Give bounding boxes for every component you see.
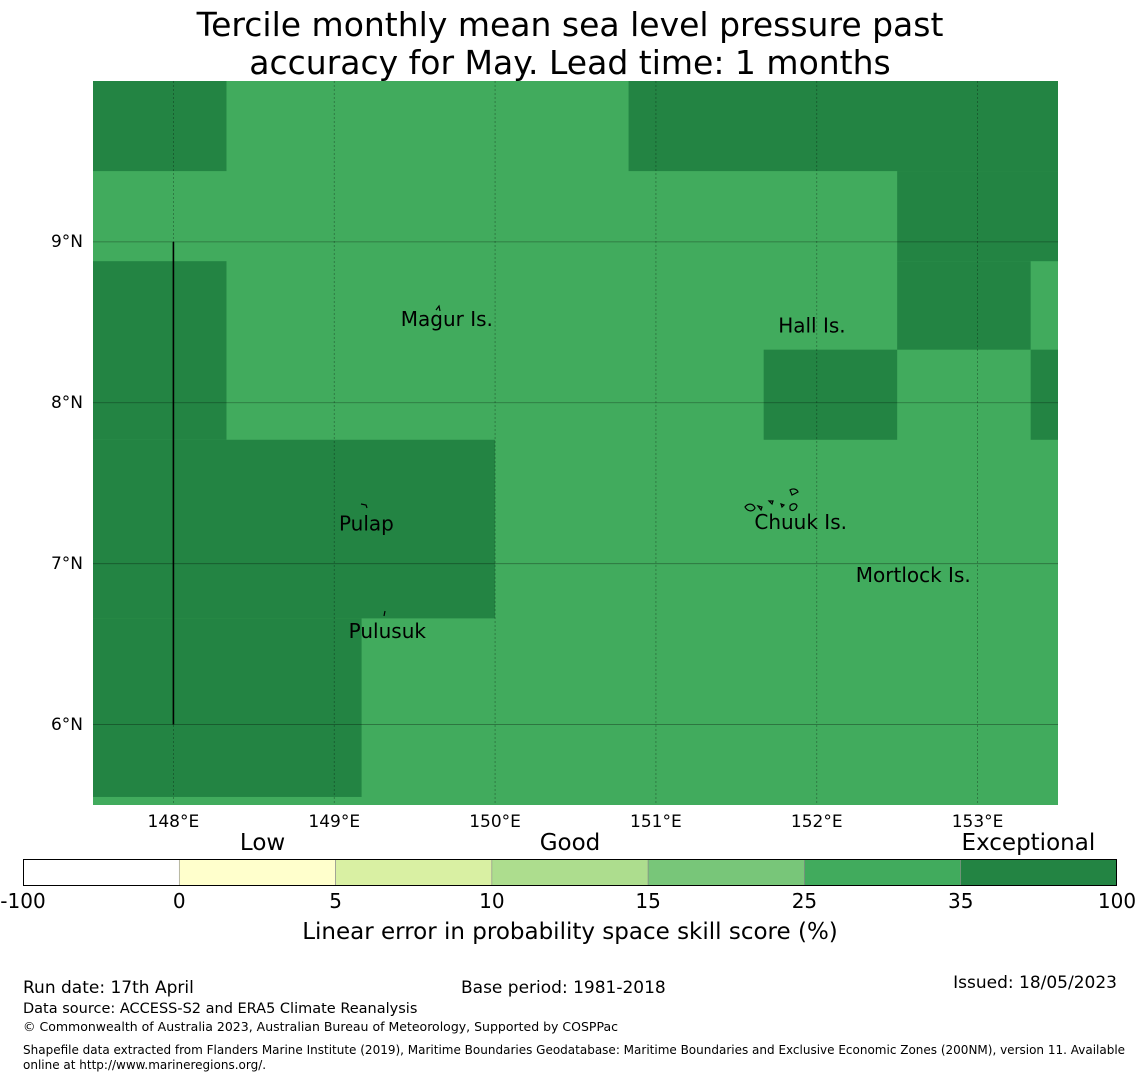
latitude-label: 7°N xyxy=(50,553,83,574)
colorbar-bin xyxy=(960,859,1117,886)
longitude-label: 151°E xyxy=(630,812,682,832)
colorbar-outline xyxy=(23,859,1117,886)
colorbar-bin xyxy=(23,859,180,886)
colorbar-bin xyxy=(491,859,649,886)
run-date: Run date: 17th April xyxy=(23,978,194,998)
issued-date: Issued: 18/05/2023 xyxy=(953,973,1117,993)
island-chuuk-2 xyxy=(756,505,763,512)
skill-map: Magur Is. Hall Is. Pulap Chuuk Is. Mortlock … xyxy=(93,81,1058,805)
skill-cell-exceptional xyxy=(93,261,227,440)
longitude-label: 149°E xyxy=(308,812,361,832)
map-title-line-1: Tercile monthly mean sea level pressure … xyxy=(196,5,944,44)
place-label: Hall Is. xyxy=(778,314,845,338)
longitude-label: 148°E xyxy=(147,812,200,832)
colorbar-tick-label: 25 xyxy=(791,889,818,913)
colorbar-tick-label: 5 xyxy=(329,889,342,913)
island-pulusuk xyxy=(383,610,386,617)
colorbar-tick-label: 100 xyxy=(1097,889,1137,913)
latitude-label: 8°N xyxy=(50,392,83,413)
skill-cell-exceptional xyxy=(1030,349,1058,440)
legend-category-label: Low xyxy=(239,830,286,856)
skill-cell-exceptional xyxy=(897,171,1058,262)
island-magur xyxy=(435,304,441,312)
colorbar-bin xyxy=(647,859,805,886)
skill-cells xyxy=(93,81,1058,797)
latitude-label: 6°N xyxy=(50,714,83,735)
island-chuuk-1 xyxy=(744,503,756,512)
island-chuuk-3 xyxy=(767,500,774,506)
latitude-label: 9°N xyxy=(50,231,83,252)
colorbar-tick-label: -100 xyxy=(0,889,46,913)
place-label: Magur Is. xyxy=(401,307,493,331)
colorbar-bin xyxy=(178,859,336,886)
skill-cell-exceptional xyxy=(897,261,1031,350)
colorbar-tick-label: 0 xyxy=(172,889,186,913)
longitude-label: 150°E xyxy=(469,812,521,832)
legend-category-label: Good xyxy=(539,830,601,856)
island-outlines xyxy=(360,304,799,617)
map-title-line-2: accuracy for May. Lead time: 1 months xyxy=(249,43,891,82)
legend-category-label: Exceptional xyxy=(961,830,1096,856)
colorbar-bin xyxy=(335,859,493,886)
longitude-label: 152°E xyxy=(790,812,843,832)
place-label: Chuuk Is. xyxy=(754,510,847,534)
place-label: Pulap xyxy=(339,511,394,535)
shapefile-credit-line-2: online at http://www.marineregions.org/. xyxy=(23,1058,267,1072)
map-title: Tercile monthly mean sea level pressure … xyxy=(0,6,1140,82)
data-source: Data source: ACCESS-S2 and ERA5 Climate … xyxy=(23,1001,418,1017)
colorbar-bin xyxy=(804,859,962,886)
place-label: Mortlock Is. xyxy=(856,563,971,587)
skill-cell-exceptional xyxy=(93,81,227,172)
colorbar-title: Linear error in probability space skill … xyxy=(302,919,838,945)
place-labels: Magur Is. Hall Is. Pulap Chuuk Is. Mortlock … xyxy=(339,307,971,643)
base-period: Base period: 1981-2018 xyxy=(461,978,666,998)
place-label: Pulusuk xyxy=(349,619,427,643)
island-chuuk-6 xyxy=(789,503,798,512)
longitude-label: 153°E xyxy=(951,812,1004,832)
skill-cell-exceptional xyxy=(763,349,898,440)
colorbar xyxy=(23,859,1117,886)
island-chuuk-4 xyxy=(780,503,786,509)
colorbar-tick-label: 10 xyxy=(479,889,505,913)
colorbar-tick-label: 35 xyxy=(947,889,974,913)
colorbar-tick-label: 15 xyxy=(635,889,661,913)
island-pulap xyxy=(360,503,368,509)
skill-cell-exceptional xyxy=(93,618,362,797)
skill-cell-exceptional xyxy=(93,439,496,619)
skill-cell-exceptional xyxy=(628,81,1058,172)
shapefile-credit-line-1: Shapefile data extracted from Flanders M… xyxy=(23,1043,1126,1057)
copyright: © Commonwealth of Australia 2023, Austra… xyxy=(23,1019,618,1034)
colorbar-bins xyxy=(23,859,1117,886)
island-chuuk-5 xyxy=(789,488,799,496)
